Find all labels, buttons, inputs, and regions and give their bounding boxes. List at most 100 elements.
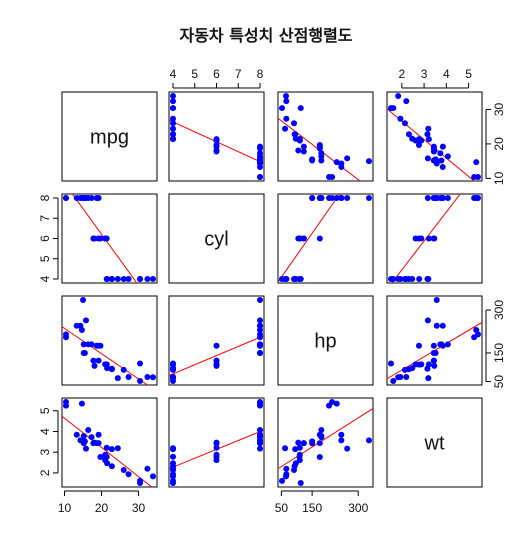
data-point (170, 131, 176, 138)
data-point (430, 349, 437, 356)
data-point (150, 473, 156, 480)
data-point (82, 445, 89, 452)
panel-hp-vs-wt (386, 295, 483, 386)
data-point (257, 437, 263, 444)
data-point (316, 453, 323, 460)
panel-hp-vs-cyl (168, 295, 265, 386)
data-point (85, 427, 92, 434)
panel-marks (62, 297, 156, 385)
data-point (150, 276, 156, 282)
data-point (282, 93, 289, 99)
data-point (439, 342, 446, 349)
data-point (290, 276, 297, 282)
x-axis-bottom-hp: 50 150 300 (275, 490, 369, 515)
data-point (120, 276, 127, 282)
data-point (388, 360, 394, 367)
data-point (329, 195, 336, 201)
data-point (108, 446, 115, 453)
regression-line (278, 407, 373, 470)
data-point (213, 444, 220, 451)
data-point (439, 164, 446, 171)
tick-label: 4 (38, 428, 52, 435)
data-point (292, 446, 299, 453)
data-point (290, 467, 297, 474)
variable-label-mpg: mpg (90, 127, 129, 149)
data-point (401, 276, 408, 282)
tick-label: 10 (58, 501, 72, 515)
data-point (257, 349, 263, 356)
data-point (257, 327, 263, 334)
panel-marks (169, 93, 264, 180)
data-point (257, 297, 263, 303)
data-point (397, 373, 404, 380)
data-point (257, 445, 263, 452)
data-point (433, 158, 440, 165)
regression-line (62, 326, 149, 385)
data-point (170, 105, 176, 112)
data-point (300, 148, 307, 155)
data-point (95, 431, 102, 438)
data-point (137, 360, 144, 367)
tick-label: 30 (132, 501, 146, 515)
data-point (295, 235, 302, 242)
data-point (425, 125, 432, 132)
data-point (416, 361, 423, 368)
y-axis-right-hp: 50 150 300 (485, 300, 506, 388)
data-point (90, 357, 97, 364)
data-point (403, 98, 410, 105)
data-point (329, 174, 336, 180)
data-point (424, 131, 431, 138)
data-point (95, 195, 102, 201)
regression-line (278, 117, 361, 181)
data-point (424, 195, 431, 201)
data-point (300, 235, 307, 242)
data-point (213, 453, 220, 460)
data-point (366, 437, 372, 444)
data-point (170, 480, 176, 486)
data-point (433, 322, 440, 329)
data-point (97, 453, 104, 460)
data-point (283, 471, 290, 478)
data-point (333, 159, 340, 166)
data-point (388, 105, 394, 112)
data-point (333, 195, 340, 201)
panel-marks (278, 194, 372, 283)
data-point (300, 440, 307, 447)
data-point (316, 440, 323, 447)
data-point (170, 453, 176, 460)
data-point (257, 431, 263, 438)
data-point (415, 235, 422, 242)
data-point (424, 317, 431, 324)
tick-label: 300 (348, 501, 368, 515)
data-point (425, 375, 432, 382)
data-point (430, 342, 437, 349)
panel-border (277, 397, 374, 488)
data-point (473, 159, 480, 166)
data-point (114, 445, 121, 452)
variable-label-wt: wt (424, 433, 445, 455)
data-point (91, 362, 98, 369)
data-point (405, 131, 412, 138)
panel-wt-vs-mpg (61, 397, 158, 488)
data-point (424, 365, 431, 372)
data-point (295, 439, 302, 446)
data-point (257, 427, 263, 434)
data-point (170, 366, 176, 373)
data-point (213, 141, 220, 148)
panel-border (168, 295, 265, 386)
data-point (344, 155, 351, 162)
data-point (366, 158, 372, 165)
data-point (316, 195, 323, 201)
data-point (473, 327, 480, 334)
regression-line (391, 194, 461, 283)
data-point (415, 141, 422, 148)
data-point (416, 276, 423, 282)
y-axis-right-mpg: 10 20 30 (485, 102, 506, 185)
panel-border (61, 193, 158, 284)
panel-border (61, 295, 158, 386)
data-point (120, 467, 127, 474)
data-point (257, 150, 263, 157)
data-point (344, 195, 351, 201)
